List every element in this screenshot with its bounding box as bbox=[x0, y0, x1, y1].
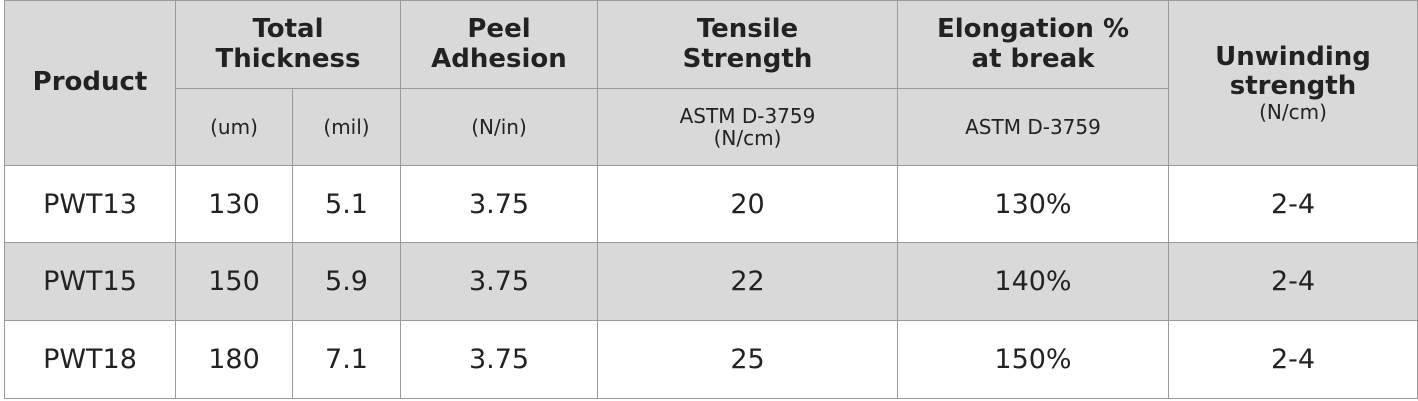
header-cell: Unwinding strength (N/cm) bbox=[1168, 0, 1418, 166]
subheader-text: ASTM D-3759 bbox=[965, 115, 1101, 139]
table-cell: 3.75 bbox=[400, 242, 598, 321]
table-cell: 25 bbox=[597, 320, 898, 399]
cell-text: 2-4 bbox=[1270, 266, 1316, 297]
subheader-text: (N/in) bbox=[471, 115, 527, 139]
subheader-cell: ASTM D-3759 (N/cm) bbox=[597, 88, 898, 166]
header-text: Elongation % at break bbox=[936, 14, 1130, 74]
header-text: Total Thickness bbox=[215, 14, 361, 74]
cell-text: 2-4 bbox=[1270, 189, 1316, 220]
subheader-cell: ASTM D-3759 bbox=[897, 88, 1169, 166]
table-cell: 140% bbox=[897, 242, 1169, 321]
table-cell: 20 bbox=[597, 165, 898, 244]
table-cell: 150% bbox=[897, 320, 1169, 399]
header-unit: (N/cm) bbox=[1259, 100, 1327, 125]
subheader-text: ASTM D-3759 bbox=[679, 104, 816, 128]
cell-text: 25 bbox=[730, 344, 765, 375]
cell-text: PWT15 bbox=[43, 266, 137, 297]
table-cell: 180 bbox=[175, 320, 293, 399]
cell-text: 5.9 bbox=[325, 266, 368, 297]
subheader-text: (mil) bbox=[323, 115, 370, 139]
header-cell: Total Thickness bbox=[175, 0, 401, 89]
header-text: Peel Adhesion bbox=[431, 14, 567, 74]
cell-text: 3.75 bbox=[468, 189, 530, 220]
header-text: Product bbox=[32, 67, 148, 98]
cell-text: 130% bbox=[994, 189, 1072, 220]
header-cell: Tensile Strength bbox=[597, 0, 898, 89]
table-cell: 5.9 bbox=[292, 242, 401, 321]
table-cell: 2-4 bbox=[1168, 165, 1418, 244]
cell-text: 150% bbox=[994, 344, 1072, 375]
table-cell: 7.1 bbox=[292, 320, 401, 399]
header-text: Unwinding strength bbox=[1215, 41, 1371, 101]
cell-text: 22 bbox=[730, 266, 765, 297]
table-cell: 130 bbox=[175, 165, 293, 244]
cell-text: PWT18 bbox=[43, 344, 137, 375]
table-cell: PWT18 bbox=[4, 320, 176, 399]
header-text: Tensile Strength bbox=[682, 14, 813, 74]
table-cell: 3.75 bbox=[400, 165, 598, 244]
header-cell: Peel Adhesion bbox=[400, 0, 598, 89]
cell-text: 5.1 bbox=[325, 189, 368, 220]
subheader-text: (um) bbox=[210, 115, 258, 139]
table-cell: 130% bbox=[897, 165, 1169, 244]
subheader-cell: (um) bbox=[175, 88, 293, 166]
cell-text: 2-4 bbox=[1270, 344, 1316, 375]
table-cell: PWT15 bbox=[4, 242, 176, 321]
table-cell: 22 bbox=[597, 242, 898, 321]
header-cell: Product bbox=[4, 0, 176, 166]
table-cell: PWT13 bbox=[4, 165, 176, 244]
table-cell: 5.1 bbox=[292, 165, 401, 244]
cell-text: 140% bbox=[994, 266, 1072, 297]
cell-text: 130 bbox=[208, 189, 260, 220]
cell-text: PWT13 bbox=[43, 189, 137, 220]
subheader-cell: (mil) bbox=[292, 88, 401, 166]
subheader-cell: (N/in) bbox=[400, 88, 598, 166]
cell-text: 180 bbox=[208, 344, 260, 375]
cell-text: 3.75 bbox=[468, 344, 530, 375]
header-cell: Elongation % at break bbox=[897, 0, 1169, 89]
table-cell: 2-4 bbox=[1168, 320, 1418, 399]
table-cell: 150 bbox=[175, 242, 293, 321]
table-cell: 2-4 bbox=[1168, 242, 1418, 321]
cell-text: 20 bbox=[730, 189, 765, 220]
table-cell: 3.75 bbox=[400, 320, 598, 399]
cell-text: 3.75 bbox=[468, 266, 530, 297]
cell-text: 150 bbox=[208, 266, 260, 297]
cell-text: 7.1 bbox=[325, 344, 368, 375]
subheader-text: (N/cm) bbox=[713, 126, 782, 150]
